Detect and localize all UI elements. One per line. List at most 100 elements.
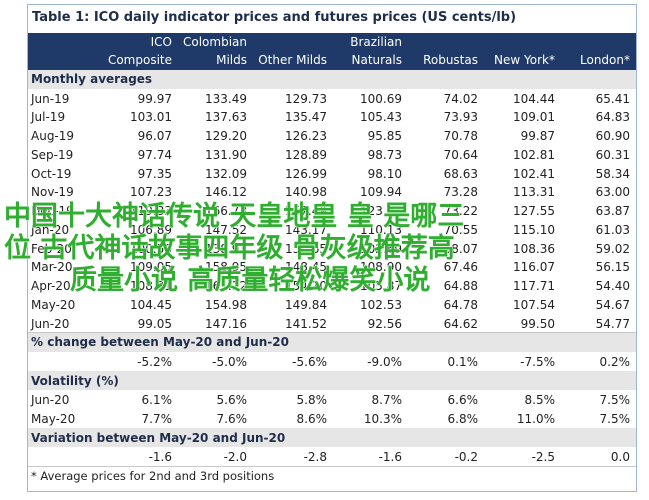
column-header: Composite [107, 53, 172, 67]
cell: 99.87 [520, 129, 555, 143]
cell: 99.50 [520, 316, 555, 331]
section-title: Variation between May-20 and Jun-20 [31, 430, 286, 445]
cell: 132.09 [205, 166, 247, 181]
cell: 161.12 [205, 279, 247, 293]
cell: 158.95 [205, 260, 247, 275]
column-header: Milds [216, 53, 247, 67]
section-band [28, 371, 636, 390]
table-title: Table 1: ICO daily indicator prices and … [32, 10, 517, 25]
cell: 65.41 [595, 91, 630, 106]
cell: 131.90 [205, 147, 247, 162]
cell: 5.6% [216, 393, 248, 407]
cell: -5.2% [137, 354, 172, 369]
cell: 70.64 [443, 147, 478, 162]
cell: 54.40 [595, 279, 630, 293]
cell: 148.45 [285, 260, 327, 275]
cell: -0.2 [454, 450, 478, 464]
row-label: Jun-20 [31, 393, 70, 407]
cell: 7.7% [141, 411, 173, 426]
row-label: Jul-19 [31, 110, 66, 125]
column-header: Brazilian [350, 35, 402, 49]
cell: 109.94 [360, 185, 402, 200]
cell: 115.10 [513, 222, 555, 237]
cell: 146.12 [205, 185, 247, 200]
cell: 95.85 [367, 129, 402, 143]
cell: 100.50 [130, 241, 172, 256]
cell: 140.98 [285, 185, 327, 200]
cell: 6.6% [447, 393, 479, 407]
cell: 110.13 [360, 222, 402, 237]
cell: 10.3% [363, 411, 402, 426]
row-label: Jan-20 [31, 222, 70, 237]
cell: 0.1% [447, 354, 479, 369]
cell: 102.69 [360, 241, 402, 256]
section-title: Volatility (%) [31, 373, 119, 388]
cell: 103.01 [130, 110, 172, 125]
cell: -5.0% [212, 354, 247, 369]
cell: -1.6 [148, 450, 172, 464]
cell: 149.84 [285, 297, 327, 312]
cell: 143.17 [285, 222, 327, 237]
cell: 99.05 [137, 316, 172, 331]
cell: -9.0% [367, 354, 402, 369]
cell: 97.74 [137, 147, 172, 162]
cell: 64.83 [595, 110, 630, 125]
cell: 108.91 [130, 279, 172, 293]
cell: 54.77 [595, 316, 630, 331]
cell: 129.20 [205, 129, 247, 143]
cell: 128.89 [285, 147, 327, 162]
cell: 135.47 [285, 110, 327, 125]
row-label: Jun-20 [31, 316, 70, 331]
cell: 73.22 [443, 204, 478, 218]
cell: 107.23 [130, 185, 172, 200]
cell: 60.90 [595, 129, 630, 143]
cell: 108.90 [360, 260, 402, 275]
column-header: Naturals [351, 53, 402, 67]
cell: 157.49 [285, 204, 327, 218]
cell: 109.05 [130, 260, 172, 275]
cell: 11.0% [516, 411, 555, 426]
cell: 166.73 [205, 204, 247, 218]
cell: 147.16 [205, 316, 247, 331]
cell: 74.02 [443, 91, 478, 106]
section-band [28, 69, 636, 89]
cell: 113.31 [513, 185, 555, 200]
row-label: Nov-19 [31, 185, 74, 200]
cell: -2.0 [223, 450, 247, 464]
cell: -5.6% [292, 354, 327, 369]
cell: 137.63 [205, 110, 247, 125]
section-band [28, 332, 636, 352]
cell: 129.73 [285, 91, 327, 106]
cell: 98.10 [367, 166, 402, 181]
overlay-text: 中国十大神话传说 天皇地皇 皇 是哪三 [3, 201, 465, 232]
row-rule [28, 465, 636, 467]
cell: 97.35 [137, 166, 172, 181]
cell: 73.93 [443, 110, 478, 125]
cell: 54.67 [595, 297, 630, 312]
cell: 126.99 [285, 166, 327, 181]
cell: 141.52 [285, 316, 327, 331]
cell: 105.87 [360, 279, 402, 293]
overlay-text: 质量小说 高质量轻松爆笑小说 [69, 265, 431, 296]
cell: 133.49 [205, 91, 247, 106]
cell: 6.8% [447, 411, 479, 426]
cell: 8.5% [524, 393, 556, 407]
cell: 67.46 [443, 260, 478, 275]
footnote: * Average prices for 2nd and 3rd positio… [31, 468, 275, 483]
column-header: ICO [150, 35, 172, 49]
row-label: May-20 [31, 297, 76, 312]
cell: -2.8 [303, 450, 327, 464]
cell: 70.78 [443, 129, 478, 143]
cell: 7.5% [599, 393, 631, 407]
cell: 154.98 [205, 297, 247, 312]
cell: 126.23 [285, 129, 327, 143]
cell: 109.01 [513, 110, 555, 125]
cell: 116.07 [513, 260, 555, 275]
cell: 106.89 [130, 222, 172, 237]
cell: 102.53 [360, 297, 402, 312]
cell: 105.43 [360, 110, 402, 125]
cell: 68.07 [443, 241, 478, 256]
cell: 127.55 [513, 204, 555, 218]
cell: 63.00 [595, 185, 630, 200]
